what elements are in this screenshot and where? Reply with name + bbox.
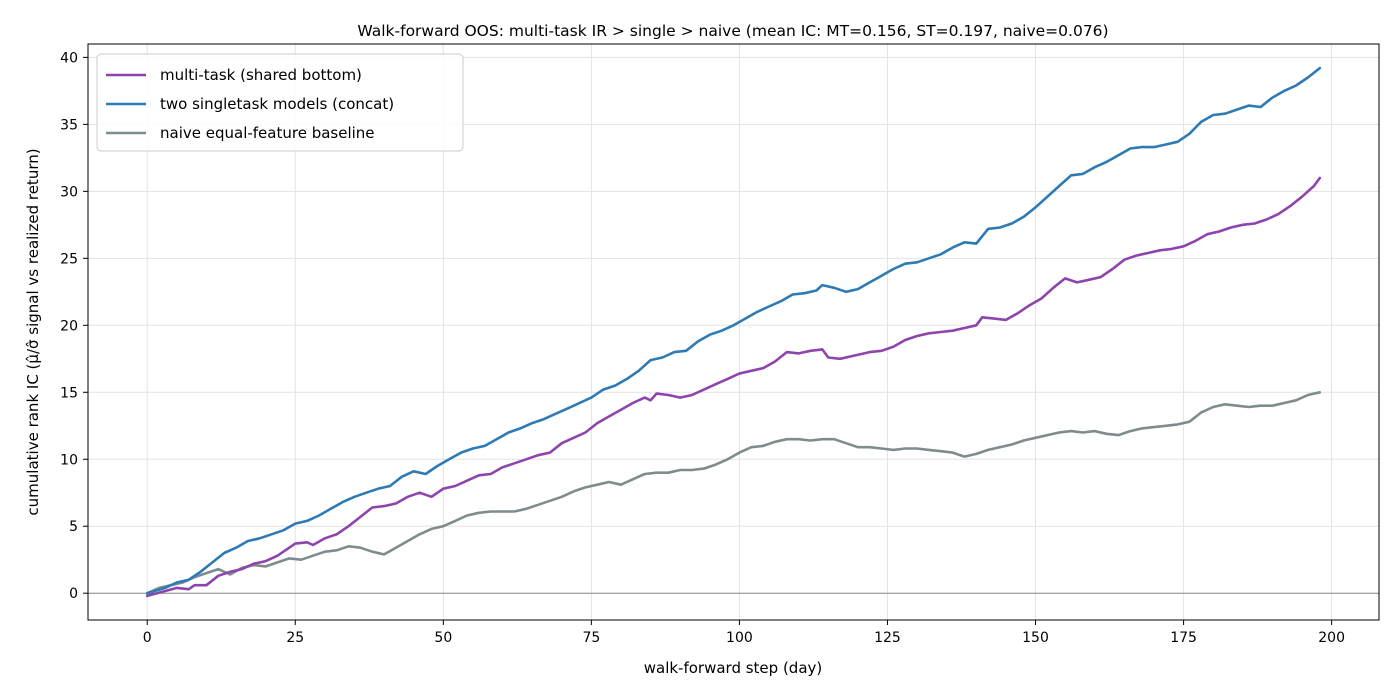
y-axis-ticks: 0 5 10 15 20 25 30 35 40	[60, 50, 88, 602]
x-tick-label: 150	[1022, 630, 1049, 646]
y-tick-label: 25	[60, 251, 78, 267]
legend-box	[96, 53, 464, 152]
legend-label-0: multi-task (shared bottom)	[160, 66, 362, 84]
plot-area-frame	[87, 43, 1380, 621]
series-lines	[145, 66, 1322, 598]
x-tick-label: 200	[1318, 630, 1345, 646]
chart-title: Walk-forward OOS: multi-task IR > single…	[357, 22, 1108, 40]
x-tick-label: 50	[434, 630, 452, 646]
y-tick-label: 0	[69, 586, 78, 602]
x-tick-label: 100	[726, 630, 753, 646]
y-axis-label: cumulative rank IC (μ̂/σ̂ signal vs real…	[24, 148, 42, 515]
series-line-2	[145, 391, 1322, 595]
series-line-0	[145, 176, 1322, 598]
y-tick-label: 40	[60, 50, 78, 66]
series-line-1	[145, 66, 1322, 595]
legend-label-1: two singletask models (concat)	[160, 95, 394, 113]
x-axis-label: walk-forward step (day)	[644, 659, 823, 677]
legend: multi-task (shared bottom) two singletask…	[96, 53, 464, 152]
x-tick-label: 25	[286, 630, 304, 646]
x-tick-label: 175	[1170, 630, 1197, 646]
y-tick-label: 35	[60, 117, 78, 133]
x-tick-label: 125	[874, 630, 901, 646]
x-tick-label: 0	[143, 630, 152, 646]
y-tick-label: 15	[60, 385, 78, 401]
x-axis-ticks: 0 25 50 75 100 125 150 175 200	[143, 620, 1345, 646]
y-tick-label: 5	[69, 519, 78, 535]
legend-label-2: naive equal-feature baseline	[160, 124, 375, 142]
y-tick-label: 30	[60, 184, 78, 200]
y-tick-label: 10	[60, 452, 78, 468]
y-tick-label: 20	[60, 318, 78, 334]
x-tick-label: 75	[582, 630, 600, 646]
